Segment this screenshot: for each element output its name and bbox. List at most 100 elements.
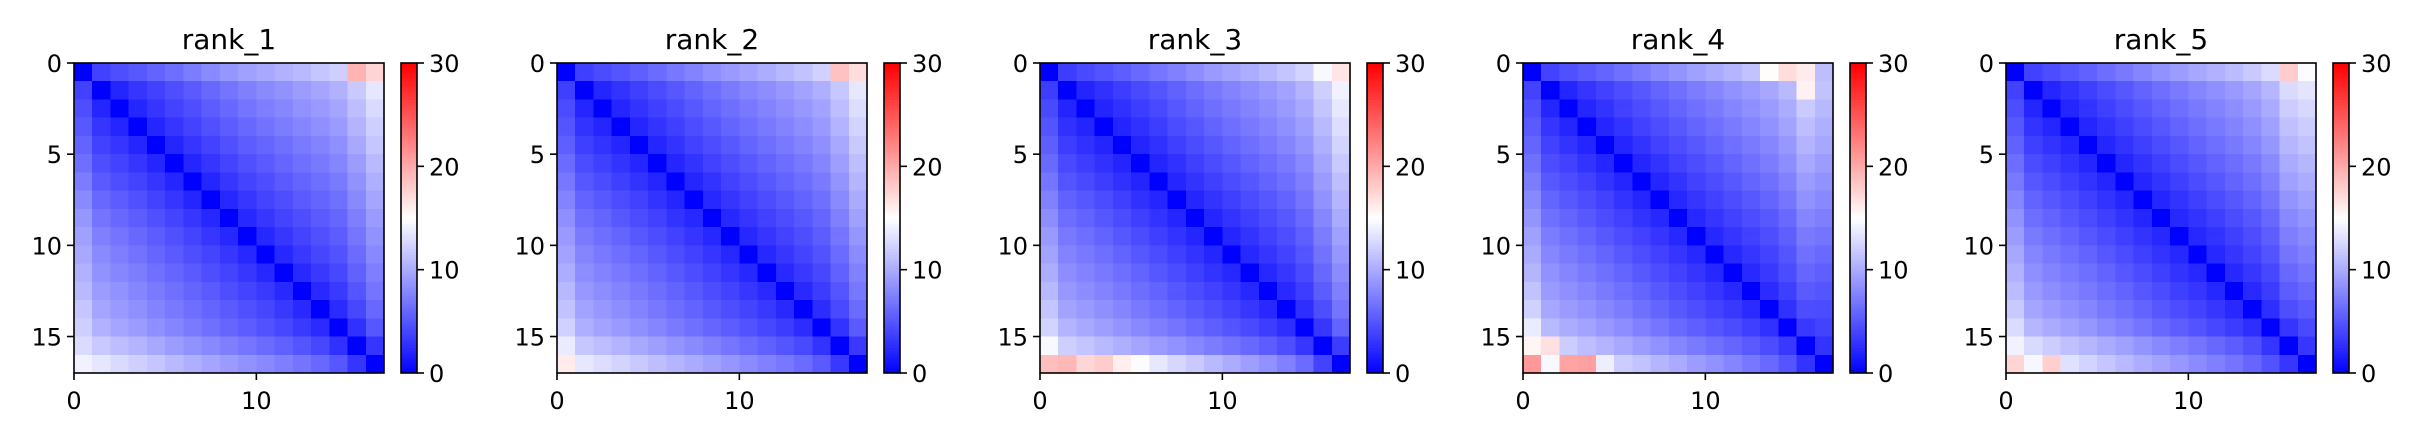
colorbar-segment [1367, 168, 1383, 173]
heatmap-cell [702, 300, 722, 319]
colorbar-segment [1850, 267, 1866, 271]
heatmap-cell [757, 300, 777, 319]
colorbar-segment [884, 290, 900, 294]
heatmap-cell [292, 263, 312, 283]
heatmap-cell [702, 190, 722, 210]
heatmap-cell [1149, 135, 1169, 155]
heatmap-cell [1796, 227, 1816, 246]
heatmap-cell [1185, 227, 1205, 246]
heatmap-cell [1595, 336, 1615, 356]
colorbar-segment [1367, 212, 1383, 217]
heatmap-cell [1577, 208, 1597, 228]
panel-title: rank_3 [1148, 23, 1242, 56]
heatmap-cell [593, 318, 613, 338]
colorbar-segment [884, 225, 900, 229]
heatmap-cell [739, 318, 759, 338]
colorbar-segment [884, 194, 900, 198]
colorbar-segment [1850, 218, 1866, 222]
colorbar-segment [401, 125, 417, 129]
colorbar-segment [884, 251, 900, 255]
heatmap-cell [2297, 154, 2317, 174]
colorbar-segment [2333, 321, 2349, 325]
colorbar-segment [2333, 125, 2349, 129]
heatmap-cell [1258, 154, 1278, 174]
heatmap-cell [2170, 99, 2189, 119]
colorbar-segment [1367, 251, 1383, 255]
heatmap-cell [1222, 172, 1242, 192]
colorbar-segment [2333, 220, 2349, 224]
y-tick-label: 10 [1963, 232, 1994, 260]
heatmap-cell [1277, 117, 1296, 137]
heatmap-cell [575, 190, 595, 210]
heatmap-cell [201, 281, 221, 301]
colorbar-segment [1850, 153, 1866, 157]
colorbar-segment [884, 125, 900, 129]
colorbar-segment [2333, 73, 2349, 77]
heatmap-cell [1094, 99, 1114, 119]
heatmap-cell [1705, 208, 1725, 228]
heatmap-cell [2261, 245, 2281, 265]
colorbar-segment [2333, 308, 2349, 312]
heatmap-cell [74, 99, 93, 119]
heatmap-cell [1131, 263, 1151, 283]
heatmap-cell [1577, 117, 1597, 137]
heatmap-cell [256, 172, 276, 192]
heatmap-cell [1650, 245, 1670, 265]
heatmap-cell [1094, 354, 1114, 374]
heatmap-cell [2279, 336, 2299, 356]
colorbar-segment [884, 189, 900, 193]
heatmap-cell [775, 263, 795, 283]
heatmap-cell [329, 135, 349, 155]
y-tick-label: 5 [1013, 141, 1028, 169]
heatmap-cell [757, 135, 777, 155]
colorbar-segment [884, 264, 900, 268]
colorbar-segment [1850, 202, 1866, 206]
colorbar-segment [884, 192, 900, 196]
heatmap-cell [1040, 318, 1059, 338]
heatmap-cell [2170, 354, 2189, 374]
heatmap-cell [1149, 245, 1169, 265]
heatmap-cell [256, 227, 276, 246]
heatmap-cell [593, 154, 613, 174]
heatmap-cell [1559, 81, 1579, 101]
heatmap-cell [1559, 245, 1579, 265]
heatmap-cell [2261, 81, 2281, 101]
colorbar-segment [1850, 367, 1866, 372]
heatmap-cell [274, 99, 294, 119]
colorbar-segment [2333, 179, 2349, 183]
heatmap-cell [347, 263, 367, 283]
heatmap-cell [1331, 336, 1351, 356]
heatmap-cell [575, 354, 595, 374]
colorbar-segment [1367, 282, 1383, 286]
heatmap-cell [1523, 172, 1542, 192]
heatmap-cell [739, 63, 759, 82]
heatmap-cell [1094, 281, 1114, 301]
colorbar-segment [401, 292, 417, 297]
heatmap-cell [1240, 63, 1260, 82]
colorbar-segment [1850, 298, 1866, 302]
heatmap-cell [611, 154, 631, 174]
heatmap-cell [1258, 245, 1278, 265]
colorbar-segment [1367, 202, 1383, 206]
heatmap-cell [648, 154, 668, 174]
heatmap-cell [1723, 227, 1743, 246]
heatmap-cell [2024, 227, 2044, 246]
colorbar-segment [401, 259, 417, 263]
colorbar-segment [401, 184, 417, 188]
heatmap-cell [1295, 117, 1315, 137]
heatmap-cell [2078, 227, 2098, 246]
heatmap-cell [1577, 245, 1597, 265]
heatmap-cell [702, 63, 722, 82]
heatmap-cell [329, 154, 349, 174]
heatmap-cell [575, 300, 595, 319]
heatmap-cell [1778, 190, 1798, 210]
heatmap-cell [1167, 208, 1187, 228]
heatmap-cell [2170, 208, 2189, 228]
colorbar-segment [2333, 267, 2349, 271]
heatmap-cell [1705, 81, 1725, 101]
colorbar-segment [401, 370, 417, 374]
heatmap-cell [629, 154, 649, 174]
colorbar-segment [1367, 70, 1383, 74]
heatmap-cell [2078, 354, 2098, 374]
heatmap-cell [128, 300, 148, 319]
